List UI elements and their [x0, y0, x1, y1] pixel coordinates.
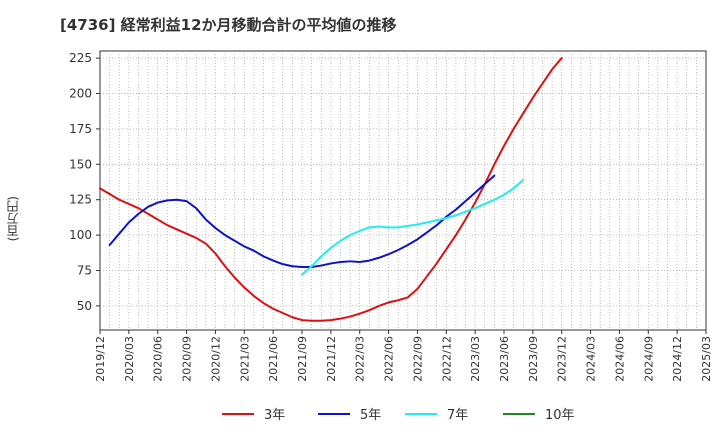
x-tick-label: 2024/03 — [585, 336, 598, 382]
x-tick-label: 2021/03 — [238, 336, 251, 382]
x-tick-label: 2023/06 — [498, 336, 511, 382]
y-tick-label: 175 — [69, 122, 92, 136]
y-tick-label: 200 — [69, 86, 92, 100]
y-tick-label: 75 — [77, 264, 92, 278]
x-tick-label: 2020/03 — [123, 336, 136, 382]
x-tick-label: 2020/09 — [181, 336, 194, 382]
x-tick-label: 2022/09 — [411, 336, 424, 382]
x-tick-label: 2022/12 — [440, 336, 453, 382]
x-tick-label: 2025/03 — [700, 336, 713, 382]
x-tick-label: 2022/03 — [354, 336, 367, 382]
y-tick-label: 125 — [69, 193, 92, 207]
x-tick-label: 2024/12 — [671, 336, 684, 382]
y-tick-label: 150 — [69, 157, 92, 171]
y-tick-label: 50 — [77, 299, 92, 313]
x-tick-label: 2023/03 — [469, 336, 482, 382]
x-tick-label: 2020/12 — [209, 336, 222, 382]
x-tick-label: 2021/09 — [296, 336, 309, 382]
x-tick-label: 2023/12 — [556, 336, 569, 382]
plot-area — [99, 50, 707, 331]
y-tick-label: 100 — [69, 228, 92, 242]
x-tick-label: 2022/06 — [383, 336, 396, 382]
legend-label-5年: 5年 — [360, 408, 381, 423]
chart-title: [4736] 経常利益12か月移動合計の平均値の推移 — [60, 16, 397, 34]
x-tick-label: 2023/09 — [527, 336, 540, 382]
legend-label-7年: 7年 — [447, 408, 468, 423]
legend-label-10年: 10年 — [545, 408, 575, 423]
x-tick-label: 2020/06 — [152, 336, 165, 382]
legend-label-3年: 3年 — [264, 408, 285, 423]
series-line-5年 — [108, 174, 496, 268]
x-tick-label: 2024/09 — [642, 336, 655, 382]
y-tick-label: 225 — [69, 51, 92, 65]
x-tick-label: 2024/06 — [613, 336, 626, 382]
x-tick-label: 2021/12 — [325, 336, 338, 382]
x-tick-label: 2019/12 — [94, 336, 107, 382]
x-tick-label: 2021/06 — [267, 336, 280, 382]
series-line-7年 — [301, 178, 525, 276]
